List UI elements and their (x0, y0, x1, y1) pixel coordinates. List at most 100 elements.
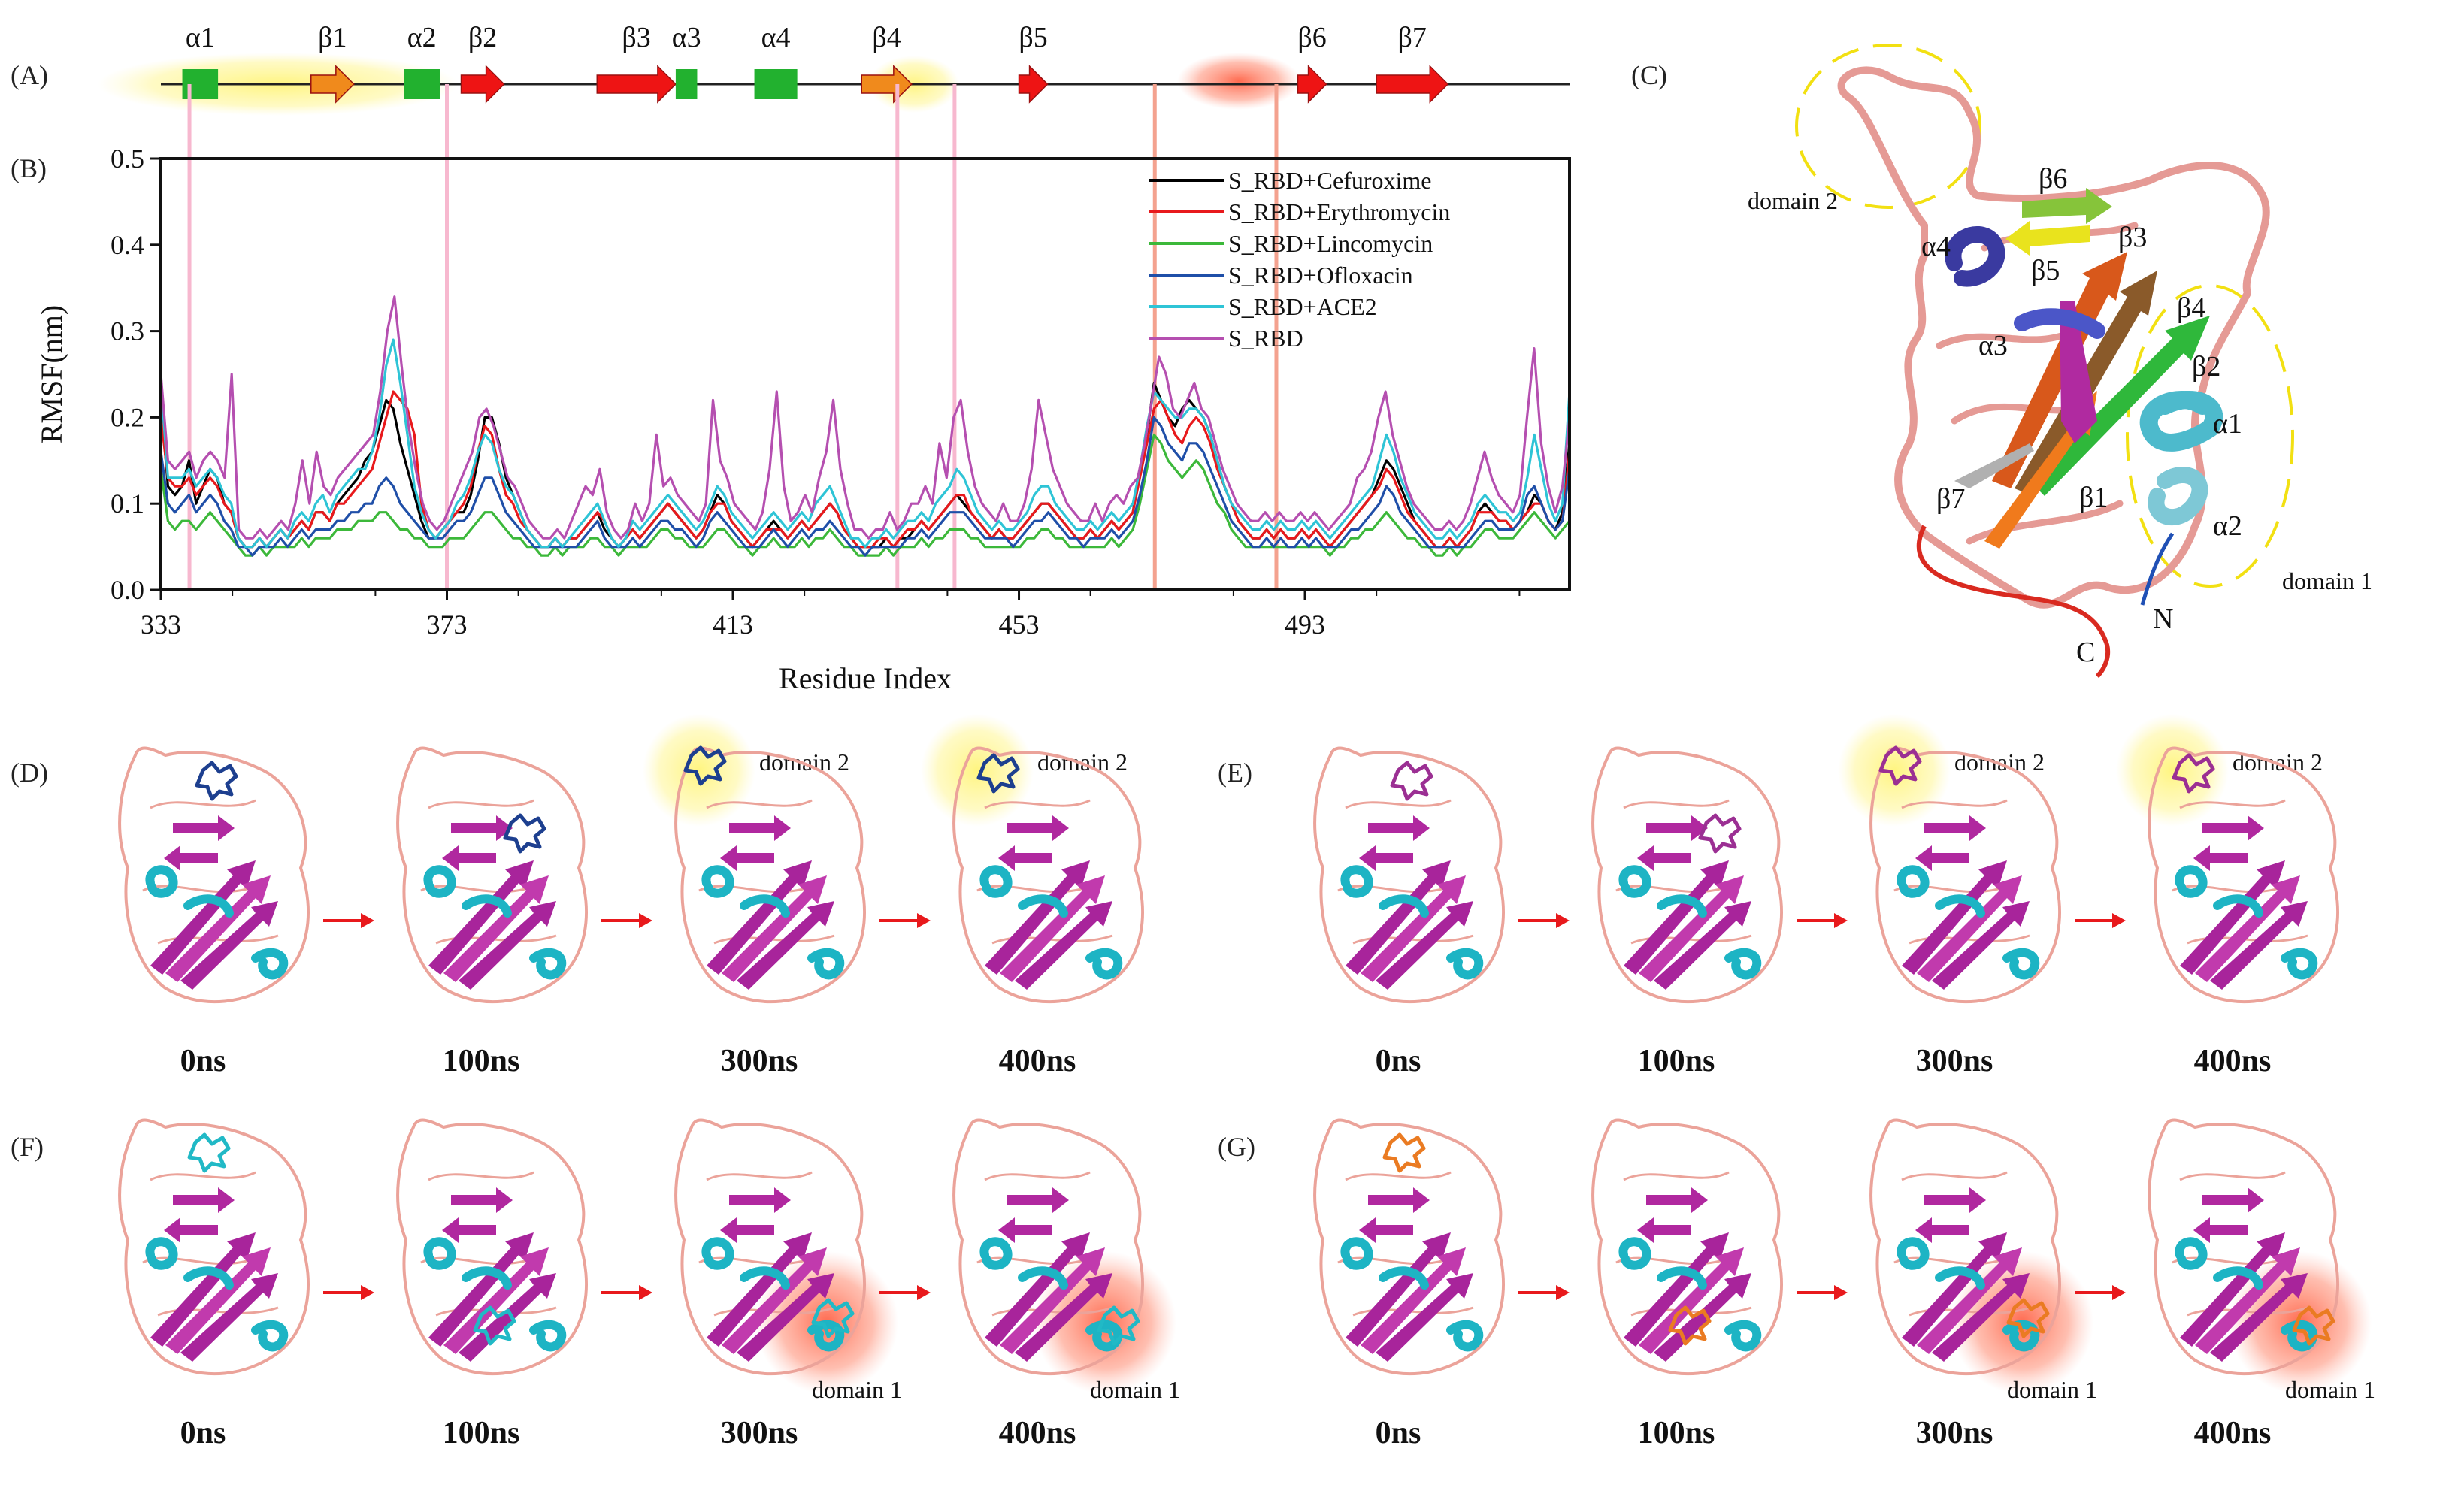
snapshot-strand-2 (998, 1217, 1052, 1243)
ss-element-α3 (675, 69, 698, 99)
y-tick-label-0.4: 0.4 (110, 230, 144, 260)
snapshot-sheet-3 (1654, 901, 1751, 990)
secondary-structure-track: α1 β1 α2 β2 β3 α3 α4 β4 β5 β6 β7 (98, 22, 1570, 116)
snapshot-helix-2 (1018, 894, 1068, 918)
ss-element-β5 (1018, 65, 1049, 104)
snapshot-ligand (187, 1132, 231, 1173)
snapshot-strand-2 (1637, 1217, 1691, 1243)
snapshot-helix-1 (1897, 865, 1930, 898)
panel-label-e: (E) (1218, 758, 1252, 788)
domain2-glow (1838, 714, 1951, 827)
snapshot-sheet-1 (1346, 1232, 1451, 1347)
snapshot-sheet-1 (150, 860, 256, 975)
ss-label-β1: β1 (318, 22, 347, 53)
snapshot-G-3: domain 1 400ns (2148, 1118, 2375, 1450)
snapshot-helix-2 (1657, 1266, 1707, 1290)
c-label-domain2: domain 2 (1748, 187, 1838, 214)
snapshot-sheet-1 (985, 1232, 1090, 1347)
snapshot-strand-2 (164, 1217, 218, 1243)
snapshot-helix-1 (701, 1237, 734, 1270)
c-label-b2: β2 (2192, 351, 2220, 383)
legend-label-5: S_RBD (1228, 325, 1303, 352)
snapshot-helix-3 (1446, 1320, 1484, 1352)
snapshot-domain1-label: domain 1 (2007, 1376, 2097, 1403)
snapshot-strand-2 (442, 845, 496, 871)
snapshot-sheet-3 (737, 1273, 834, 1362)
c-label-b3: β3 (2118, 222, 2147, 253)
snapshot-strand-2 (1915, 1217, 1969, 1243)
panel-label-b: (B) (11, 153, 47, 183)
snapshot-loops (1313, 746, 1505, 1004)
domain2-glow (2116, 714, 2229, 827)
snapshot-D-0: 0ns (118, 746, 374, 1078)
snapshot-arrowhead (917, 913, 931, 928)
snapshot-helix-2 (2213, 894, 2263, 918)
snapshot-strand-2 (2193, 1217, 2248, 1243)
snapshot-helix-2 (462, 1266, 512, 1290)
y-tick-label-0.1: 0.1 (110, 488, 144, 519)
highlight-bands (187, 84, 1279, 590)
rbd-structure-panel: domain 2 domain 1 β6 β3 β5 β4 β2 α1 α2 α… (1748, 44, 2372, 679)
snapshot-strand-top (729, 1187, 791, 1213)
c-label-b1: β1 (2079, 482, 2108, 513)
snapshot-F-3: domain 1 400ns (952, 1118, 1180, 1450)
snapshot-strand-2 (720, 845, 774, 871)
legend-label-0: S_RBD+Cefuroxime (1228, 167, 1431, 194)
y-axis-title: RMSF(nm) (35, 305, 68, 444)
snapshot-ligand (473, 1305, 516, 1346)
snapshot-helix-3 (1085, 948, 1123, 980)
snapshot-strand-2 (720, 1217, 774, 1243)
snapshot-time-label: 400ns (999, 1416, 1076, 1450)
snapshot-time-label: 100ns (443, 1416, 520, 1450)
rmsf-chart: 333 373 413 453 493 0.0 0.1 0.2 0.3 0.4 0.5 Residu… (35, 84, 1571, 695)
n-terminus-tail (2140, 532, 2175, 606)
snapshot-strand-top (1924, 1187, 1986, 1213)
snapshot-loops (674, 746, 866, 1004)
snapshot-sheet-1 (1624, 1232, 1729, 1347)
snapshot-helix-1 (1618, 865, 1651, 898)
snapshot-sheet-3 (1015, 1273, 1112, 1362)
snapshot-helix-2 (740, 894, 790, 918)
helix-a2 (2148, 467, 2208, 525)
snapshot-sheet-2 (443, 1247, 549, 1354)
snapshot-helix-3 (1446, 948, 1484, 980)
snapshot-time-label: 0ns (180, 1416, 226, 1450)
panel-label-a: (A) (11, 60, 48, 90)
strand-b1 (2060, 301, 2097, 443)
strand-b5-top (2005, 221, 2090, 256)
ss-element-α4 (754, 69, 798, 99)
snapshot-sheet-1 (1902, 1232, 2007, 1347)
snapshot-loops (1313, 1118, 1505, 1376)
snapshot-loops (2148, 1118, 2339, 1376)
snapshot-sheet-1 (2180, 860, 2285, 975)
snapshot-strand-top (2202, 815, 2264, 841)
snapshot-helix-2 (1018, 1266, 1068, 1290)
snapshot-sheet-3 (1932, 1273, 2030, 1362)
snapshot-F-2: domain 1 300ns (674, 1118, 931, 1450)
snapshot-helix-1 (979, 865, 1013, 898)
snapshot-strand-top (1007, 815, 1069, 841)
snapshot-arrowhead (1834, 1285, 1848, 1300)
snapshot-time-label: 300ns (1916, 1044, 1993, 1078)
snapshot-sheet-3 (1015, 901, 1112, 990)
snapshot-helix-1 (145, 865, 178, 898)
legend-label-1: S_RBD+Erythromycin (1228, 198, 1450, 225)
c-label-b6: β6 (2039, 163, 2067, 195)
snapshot-ligand (195, 761, 238, 801)
snapshot-ligand (2006, 1298, 2050, 1338)
ss-element-β1 (310, 65, 355, 104)
snapshot-helix-1 (1618, 1237, 1651, 1270)
snapshot-sheet-2 (1361, 1247, 1466, 1354)
snapshot-strand-2 (998, 845, 1052, 871)
snapshot-time-label: 300ns (721, 1044, 798, 1078)
snapshot-helix-2 (1657, 894, 1707, 918)
snapshot-G-2: domain 1 300ns (1869, 1118, 2126, 1450)
snapshot-helix-2 (1935, 894, 1985, 918)
snapshot-sheet-1 (150, 1232, 256, 1347)
snapshot-sheet-1 (707, 860, 812, 975)
snapshot-time-label: 0ns (180, 1044, 226, 1078)
snapshot-loops (952, 746, 1144, 1004)
snapshot-sheet-2 (2195, 875, 2300, 982)
